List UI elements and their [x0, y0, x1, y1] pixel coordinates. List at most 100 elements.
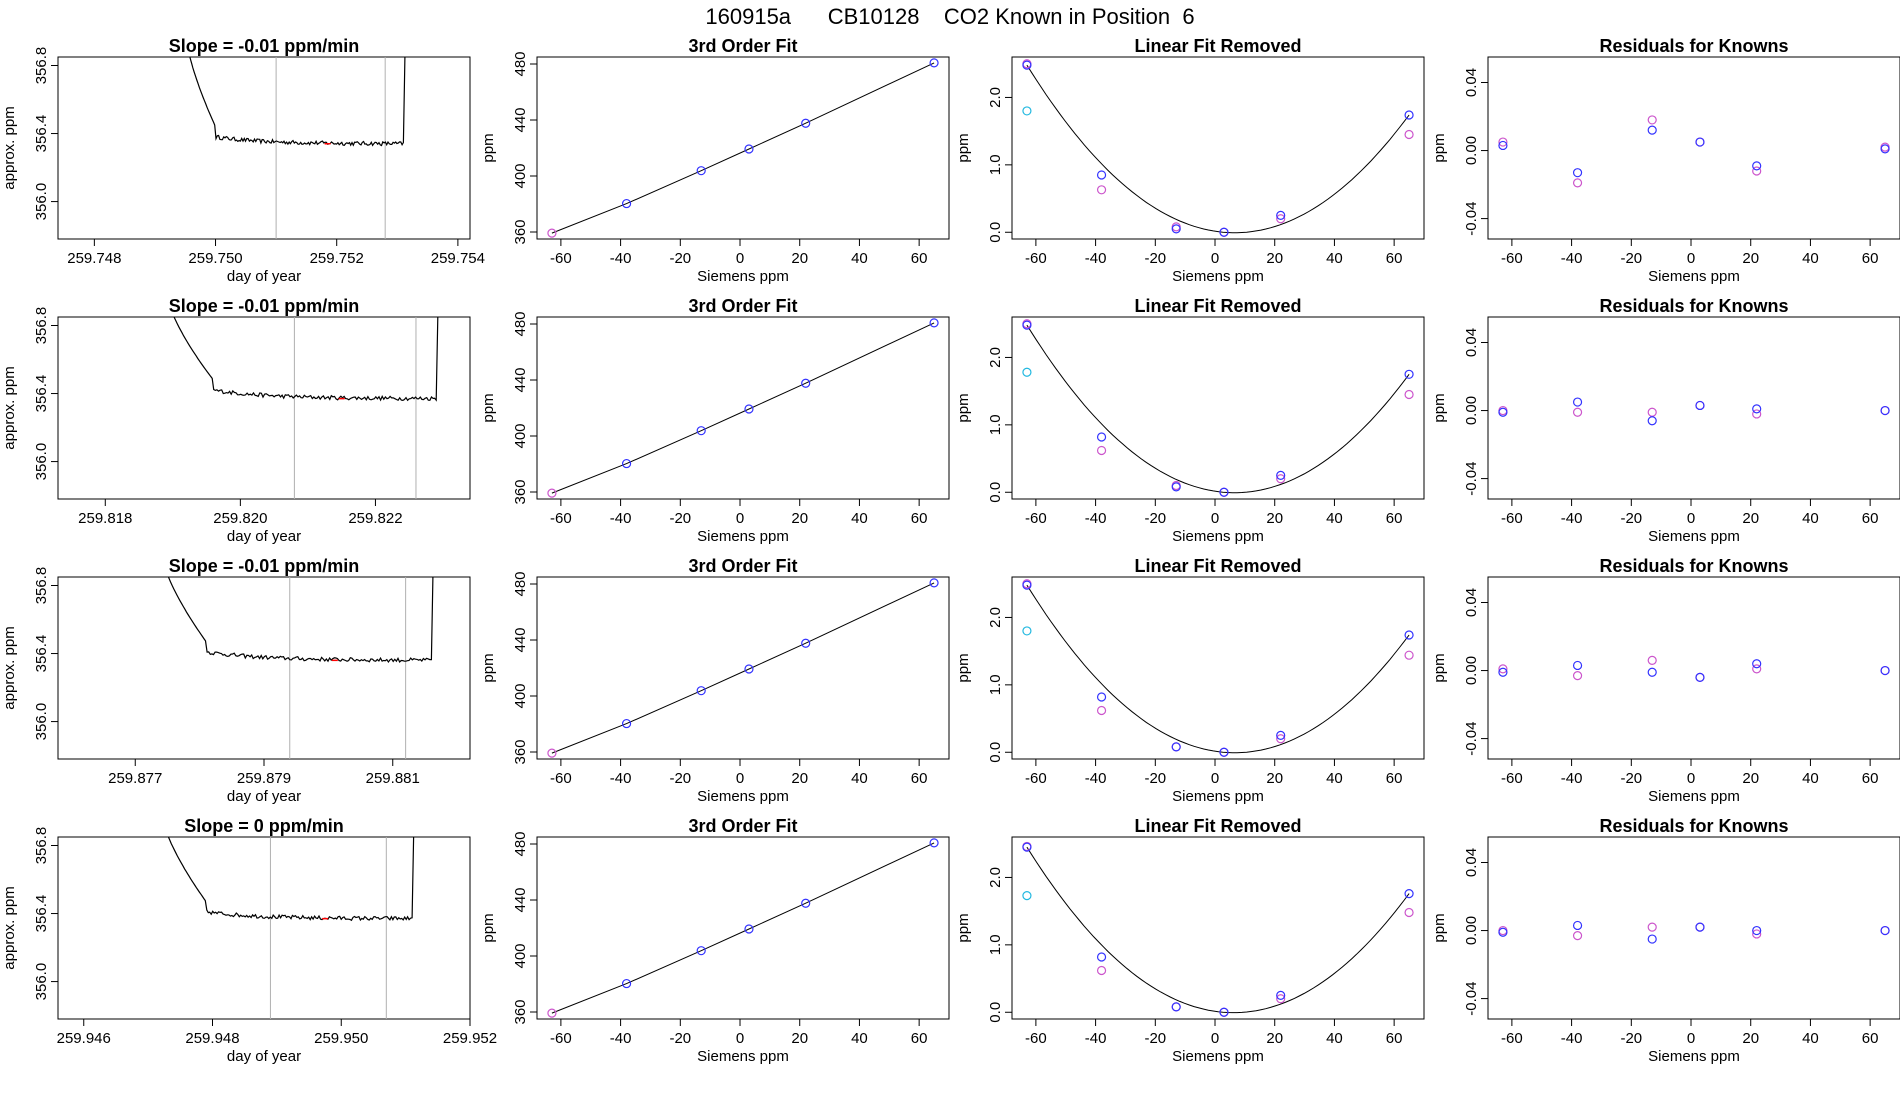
residual-point-blue — [1752, 404, 1762, 414]
panel-title: Linear Fit Removed — [1134, 556, 1301, 576]
data-point-cyan — [1022, 626, 1032, 636]
x-tick-label: 259.877 — [108, 770, 162, 787]
panel-title: 3rd Order Fit — [688, 816, 797, 836]
data-point-cyan — [1022, 106, 1032, 116]
y-tick-label: 440 — [512, 367, 529, 392]
residual-point-blue — [1647, 416, 1657, 426]
x-tick-label: 60 — [1386, 770, 1403, 787]
x-tick-label: 0 — [736, 510, 744, 527]
y-tick-label: 400 — [512, 683, 529, 708]
plot-area — [1498, 920, 1890, 944]
data-trace — [167, 837, 415, 922]
residual-point-magenta — [1572, 407, 1583, 417]
data-point — [696, 686, 706, 696]
fit-curve — [1026, 64, 1410, 234]
y-tick-label: 356.4 — [33, 635, 50, 673]
y-tick-label: 1.0 — [987, 414, 1004, 435]
data-point-blue — [1276, 730, 1286, 741]
x-tick-label: -60 — [1025, 770, 1047, 787]
residual-point-blue — [1572, 920, 1583, 931]
residual-point-magenta — [1647, 115, 1657, 125]
x-tick-label: -60 — [550, 770, 572, 787]
y-tick-label: 0.0 — [987, 482, 1004, 503]
residual-point-blue — [1572, 397, 1583, 407]
plot-frame — [1487, 576, 1900, 760]
residual-point-magenta — [1572, 671, 1583, 681]
data-point-blue — [1171, 742, 1181, 752]
data-point-blue — [1404, 889, 1414, 899]
x-tick-label: -60 — [550, 1030, 572, 1047]
residual-point-magenta — [1572, 931, 1583, 941]
x-tick-label: -20 — [1144, 250, 1166, 267]
residual-point-blue — [1752, 925, 1762, 936]
plot-frame — [1011, 56, 1425, 240]
y-tick-label: 356.8 — [33, 827, 50, 865]
panel-r1-c1: Slope = -0.01 ppm/min 259.748 259.750 259.7… — [1, 36, 485, 285]
x-tick-label: 60 — [1862, 510, 1879, 527]
data-point-blue — [1276, 470, 1286, 481]
y-axis-label: ppm — [1431, 913, 1448, 942]
plot-frame — [57, 316, 471, 500]
x-tick-label: 20 — [1742, 250, 1759, 267]
residual-point-blue — [1498, 140, 1508, 151]
data-trace — [173, 317, 439, 402]
data-point — [929, 318, 939, 328]
panel-r1-c4: Residuals for Knowns -60 -40 -20 0 20 40 60 Siem… — [1431, 36, 1900, 285]
panel-r4-c3: Linear Fit Removed -60 -40 -20 0 20 40 60 Siemen… — [955, 816, 1425, 1065]
data-point-blue — [1404, 630, 1414, 640]
panel-title: Linear Fit Removed — [1134, 816, 1301, 836]
y-axis-label: ppm — [480, 913, 497, 942]
data-point-magenta — [1404, 389, 1414, 400]
data-point — [929, 58, 939, 68]
x-axis-label: Siemens ppm — [1648, 268, 1740, 285]
x-tick-label: 259.879 — [237, 770, 291, 787]
data-point-magenta — [1276, 474, 1286, 484]
panel-r2-c4: Residuals for Knowns -60 -40 -20 0 20 40 60 Siem… — [1431, 296, 1900, 545]
data-point — [744, 144, 754, 154]
data-point-blue — [1096, 692, 1107, 702]
x-tick-label: 0 — [1211, 770, 1219, 787]
y-axis-label: approx. ppm — [1, 366, 18, 449]
y-tick-label: 1.0 — [987, 674, 1004, 695]
panel-title: Slope = 0 ppm/min — [184, 816, 344, 836]
x-tick-label: 259.881 — [366, 770, 420, 787]
residual-point-blue — [1647, 125, 1657, 135]
y-tick-label: 440 — [512, 887, 529, 912]
x-tick-label: 20 — [791, 1030, 808, 1047]
data-point — [547, 748, 557, 758]
y-tick-label: 400 — [512, 163, 529, 188]
panel-r1-c2: 3rd Order Fit -60 -40 -20 0 20 40 60 Siemens ppm… — [480, 36, 950, 285]
data-point — [801, 118, 811, 128]
panel-r2-c2: 3rd Order Fit -60 -40 -20 0 20 40 60 Siemens ppm… — [480, 296, 950, 545]
residual-point-blue — [1647, 667, 1657, 677]
data-point-blue — [1022, 320, 1032, 330]
residual-point-magenta — [1498, 664, 1508, 674]
x-tick-label: 0 — [1211, 1030, 1219, 1047]
x-tick-label: 40 — [1326, 770, 1343, 787]
plot-area — [1498, 397, 1890, 426]
x-axis-label: Siemens ppm — [1172, 268, 1264, 285]
x-tick-label: -20 — [669, 250, 691, 267]
x-tick-label: -20 — [1144, 1030, 1166, 1047]
data-point-blue — [1022, 60, 1032, 70]
y-tick-label: 0.0 — [987, 1002, 1004, 1023]
y-axis-label: ppm — [480, 393, 497, 422]
x-tick-label: 40 — [1326, 1030, 1343, 1047]
y-tick-label: 356.0 — [33, 183, 50, 221]
x-tick-label: -60 — [550, 510, 572, 527]
plot-frame — [536, 316, 950, 500]
residual-point-blue — [1695, 922, 1705, 932]
x-tick-label: 60 — [911, 510, 928, 527]
data-point — [929, 578, 939, 588]
x-tick-label: -40 — [610, 510, 632, 527]
data-point-magenta — [1276, 994, 1286, 1004]
x-tick-label: -60 — [550, 250, 572, 267]
x-axis-label: Siemens ppm — [1648, 1048, 1740, 1065]
y-tick-label: -0.04 — [1463, 201, 1480, 235]
residual-point-blue — [1752, 161, 1762, 171]
x-tick-label: 0 — [1687, 770, 1695, 787]
panel-r1-c3: Linear Fit Removed -60 -40 -20 0 20 40 60 Siemen… — [955, 36, 1425, 285]
x-tick-label: 20 — [1266, 1030, 1283, 1047]
y-tick-label: -0.04 — [1463, 721, 1480, 755]
data-point — [621, 198, 632, 209]
